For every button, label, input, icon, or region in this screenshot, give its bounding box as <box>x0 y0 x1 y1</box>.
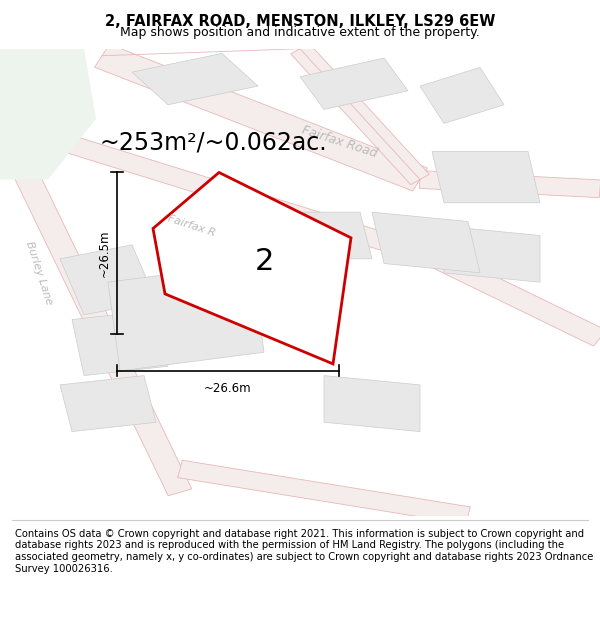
Polygon shape <box>44 129 436 265</box>
Polygon shape <box>108 264 264 371</box>
Text: ~26.6m: ~26.6m <box>204 382 252 395</box>
Text: Contains OS data © Crown copyright and database right 2021. This information is : Contains OS data © Crown copyright and d… <box>15 529 593 574</box>
Text: 2: 2 <box>254 247 274 276</box>
Text: ~253m²/~0.062ac.: ~253m²/~0.062ac. <box>99 130 327 154</box>
Text: 2, FAIRFAX ROAD, MENSTON, ILKLEY, LS29 6EW: 2, FAIRFAX ROAD, MENSTON, ILKLEY, LS29 6… <box>105 14 495 29</box>
Polygon shape <box>95 44 427 191</box>
Polygon shape <box>252 212 372 259</box>
Polygon shape <box>444 226 540 282</box>
Polygon shape <box>419 171 600 198</box>
Polygon shape <box>324 376 420 432</box>
Polygon shape <box>132 53 258 105</box>
Polygon shape <box>432 151 540 203</box>
Text: Fairfax R: Fairfax R <box>167 214 217 239</box>
Polygon shape <box>178 460 470 524</box>
Text: Burley Lane: Burley Lane <box>24 240 54 306</box>
Polygon shape <box>300 58 408 109</box>
Polygon shape <box>72 310 168 376</box>
Polygon shape <box>291 44 429 184</box>
Text: ~26.5m: ~26.5m <box>97 229 110 277</box>
Polygon shape <box>60 245 156 315</box>
Text: Map shows position and indicative extent of the property.: Map shows position and indicative extent… <box>120 26 480 39</box>
Text: Fairfax Road: Fairfax Road <box>299 124 379 161</box>
Polygon shape <box>372 212 480 273</box>
Polygon shape <box>60 376 156 432</box>
Polygon shape <box>0 49 96 179</box>
Polygon shape <box>425 249 600 346</box>
Polygon shape <box>153 173 351 364</box>
Polygon shape <box>420 68 504 124</box>
Polygon shape <box>0 129 192 496</box>
